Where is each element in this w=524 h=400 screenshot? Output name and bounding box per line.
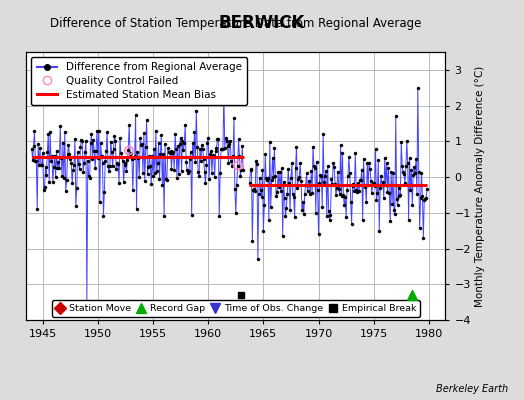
Point bbox=[234, 162, 242, 169]
Y-axis label: Monthly Temperature Anomaly Difference (°C): Monthly Temperature Anomaly Difference (… bbox=[475, 65, 485, 307]
Point bbox=[125, 147, 133, 154]
Text: Berkeley Earth: Berkeley Earth bbox=[436, 384, 508, 394]
Title: Difference of Station Temperature Data from Regional Average: Difference of Station Temperature Data f… bbox=[50, 17, 421, 30]
Text: BERWICK: BERWICK bbox=[219, 14, 305, 32]
Legend: Station Move, Record Gap, Time of Obs. Change, Empirical Break: Station Move, Record Gap, Time of Obs. C… bbox=[52, 300, 420, 317]
